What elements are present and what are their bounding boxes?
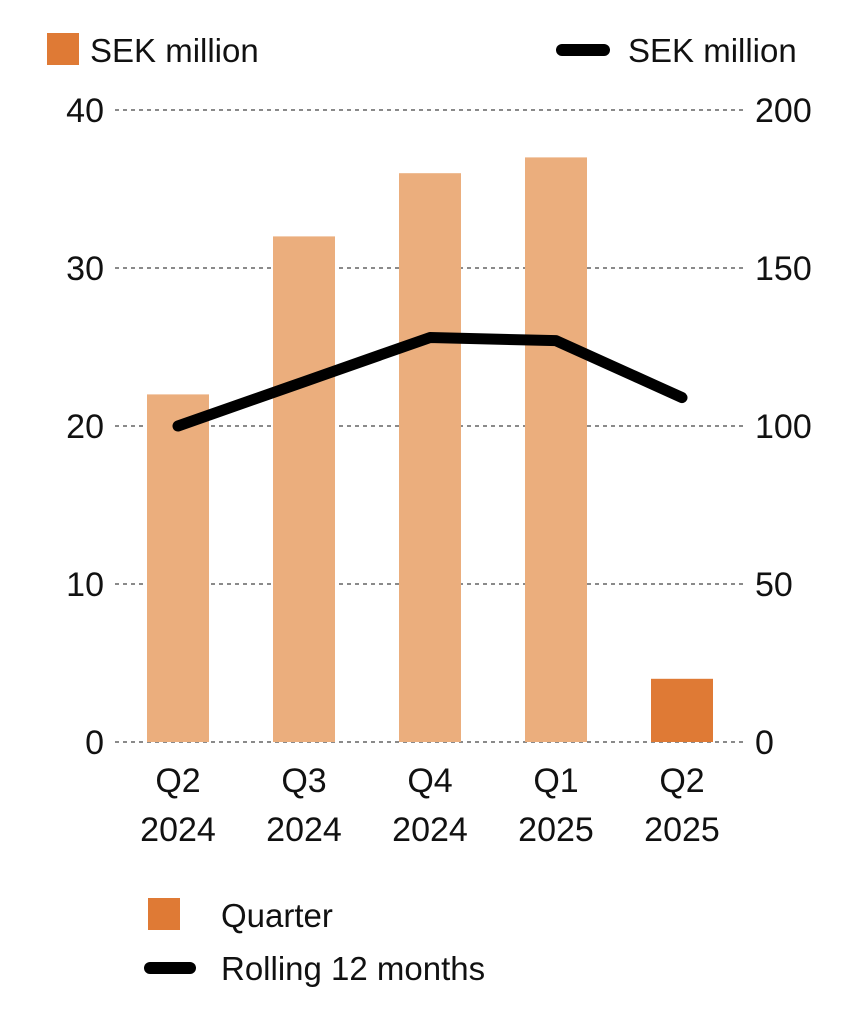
right-axis-tick-label: 50	[755, 566, 793, 604]
x-axis: Q2 2024 Q3 2024 Q4 2024 Q1 2025 Q2 2025	[140, 762, 720, 849]
left-axis-tick-label: 30	[66, 250, 104, 288]
x-axis-tick-label: Q1	[533, 762, 578, 800]
legend-rolling-label: Rolling 12 months	[221, 950, 485, 987]
x-axis-tick-label: Q2	[155, 762, 200, 800]
x-axis-tick-label: Q3	[281, 762, 326, 800]
right-axis-unit-label: SEK million	[628, 32, 797, 69]
x-axis-tick-label: 2024	[392, 811, 468, 849]
bar-series	[147, 157, 713, 742]
bar	[273, 236, 335, 742]
right-axis-tick-label: 100	[755, 408, 812, 446]
x-axis-tick-label: 2025	[644, 811, 720, 849]
rolling-12-months-line	[172, 332, 688, 432]
bar	[525, 157, 587, 742]
left-axis-tick-label: 40	[66, 92, 104, 130]
x-axis-tick-label: 2024	[140, 811, 216, 849]
x-axis-tick-label: 2025	[518, 811, 594, 849]
left-axis-unit-label: SEK million	[90, 32, 259, 69]
legend-quarter-swatch	[148, 898, 180, 930]
right-axis-tick-label: 200	[755, 92, 812, 130]
left-axis-unit-swatch	[47, 33, 79, 65]
bar	[399, 173, 461, 742]
right-axis: 0 50 100 150 200	[755, 92, 812, 762]
left-axis-tick-label: 20	[66, 408, 104, 446]
line-series	[172, 332, 688, 432]
legend-quarter-label: Quarter	[221, 897, 333, 934]
bar	[147, 394, 209, 742]
left-axis-tick-label: 0	[85, 724, 104, 762]
left-axis: 0 10 20 30 40	[66, 92, 104, 762]
left-axis-tick-label: 10	[66, 566, 104, 604]
x-axis-tick-label: Q2	[659, 762, 704, 800]
right-axis-tick-label: 0	[755, 724, 774, 762]
x-axis-tick-label: 2024	[266, 811, 342, 849]
right-axis-tick-label: 150	[755, 250, 812, 288]
x-axis-tick-label: Q4	[407, 762, 452, 800]
bar	[651, 678, 713, 742]
